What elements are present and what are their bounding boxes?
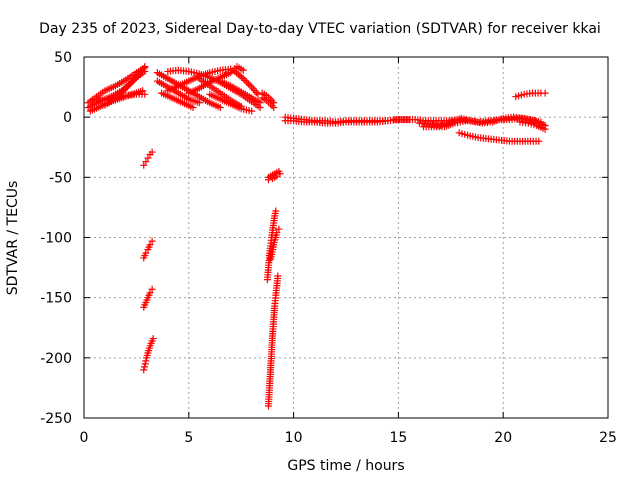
plot-frame [83,56,609,419]
x-tick-label: 25 [599,430,617,446]
x-tick-label: 20 [494,430,512,446]
y-tick-label: -50 [49,170,72,186]
series-flat-5 [420,117,469,131]
data-point [141,360,149,368]
data-point [276,170,284,178]
series-mid-6 [185,63,247,97]
series-mid-3 [158,89,197,112]
series-v-5 [264,272,282,410]
data-point [140,161,148,169]
data-point [148,237,156,245]
x-tick-label: 10 [285,430,303,446]
data-point [146,241,154,249]
data-point [256,99,264,107]
data-point [535,137,543,145]
data-point [270,104,278,112]
y-tick-label: -250 [40,411,72,427]
data-point [239,66,247,74]
data-point [140,366,148,374]
data-point [541,125,549,133]
data-point [142,249,150,257]
data-point [148,148,156,156]
series-drop-3 [140,285,156,311]
y-tick-label: 50 [54,50,72,66]
data-point [189,104,197,112]
data-point [142,357,150,365]
data-point [238,73,246,81]
x-tick-label: 5 [184,430,193,446]
series-drop-2 [140,237,156,262]
x-axis-label: GPS time / hours [287,458,404,474]
data-point [246,81,254,89]
data-point [140,363,148,371]
data-point [149,335,157,343]
grid [84,57,608,418]
series-flat-2 [281,117,392,127]
series-up-1 [512,89,549,101]
data-point [144,154,152,162]
data-point [141,90,149,98]
data-point [248,83,256,91]
data-point [252,88,260,96]
data-point [251,87,259,95]
series-late-2 [258,94,278,112]
data-point [241,76,249,84]
series-v-2 [264,170,284,184]
data-point [148,285,156,293]
data-point [249,85,257,93]
data-point [216,104,224,112]
data-point [239,75,247,83]
data-point [243,78,251,86]
x-tick-label: 15 [389,430,407,446]
data-point [195,99,203,107]
data-point [274,272,282,280]
data-point [273,229,281,237]
series-tail-1 [516,118,549,133]
x-tick-labels: 0 5 10 15 20 25 [80,430,617,446]
data-point [248,107,256,115]
series-mid-9 [216,77,264,107]
data-point [275,225,283,233]
y-axis-label: SDTVAR / TECUs [5,181,21,296]
series-mid-10 [231,67,262,98]
data-point [541,89,549,97]
series-mid-5 [164,65,235,95]
data-point [141,67,149,75]
y-tick-labels: 50 0 -50 -100 -150 -200 -250 [40,50,72,427]
series-drop-4 [140,335,157,374]
series-v-4 [267,225,283,263]
data-point [146,289,154,297]
y-tick-label: -100 [40,231,72,247]
data-point [254,90,262,98]
data-point [139,87,147,95]
data-points [84,63,549,410]
y-tick-label: -200 [40,351,72,367]
series-mid-8 [206,90,256,115]
data-point [384,117,392,125]
data-point [264,176,272,184]
data-point [461,117,469,125]
data-point [244,80,252,88]
series-low-1 [455,129,543,145]
x-tick-label: 0 [80,430,89,446]
y-tick-label: -150 [40,291,72,307]
series-rise-e [101,67,149,109]
data-point [272,207,280,215]
y-tick-label: 0 [63,110,72,126]
series-v-3 [263,207,280,284]
data-point [142,158,150,166]
chart-title: Day 235 of 2023, Sidereal Day-to-day VTE… [39,21,601,37]
series-drop-1 [140,148,156,169]
